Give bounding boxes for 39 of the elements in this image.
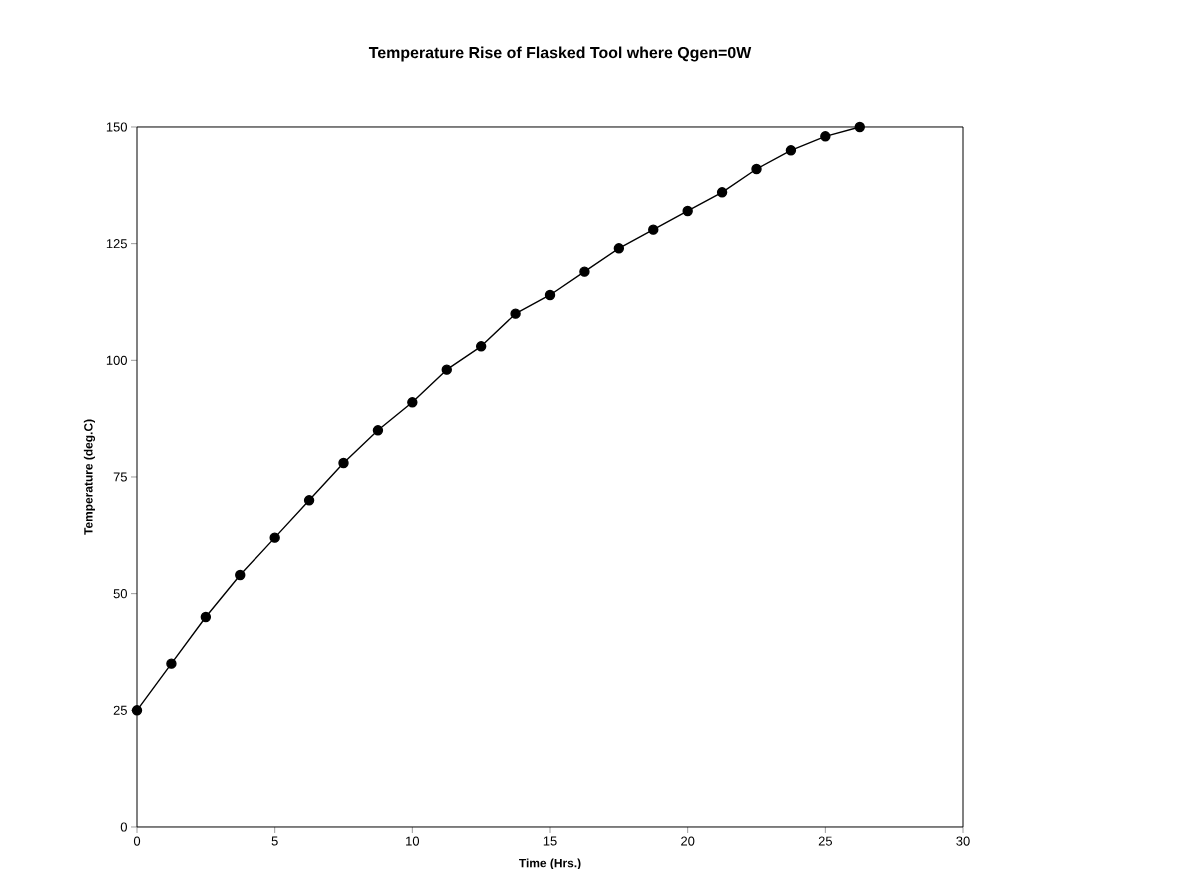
- point: [716, 187, 728, 198]
- x-tick-label: 10: [406, 836, 420, 846]
- point: [785, 145, 797, 156]
- point: [131, 705, 143, 716]
- y-tick-label: 25: [113, 705, 127, 715]
- x-tick-label: 0: [133, 836, 141, 846]
- point: [648, 224, 659, 235]
- point: [613, 243, 625, 254]
- y-axis-title: Temperature (deg.C): [83, 419, 96, 535]
- point: [338, 457, 349, 469]
- point: [407, 397, 418, 408]
- point: [820, 131, 831, 142]
- point: [200, 611, 212, 623]
- point: [510, 308, 521, 319]
- y-tick-label: 100: [106, 355, 127, 365]
- x-axis-title: Time (Hrs.): [519, 858, 581, 869]
- x-tick-label: 5: [271, 836, 278, 846]
- point: [303, 495, 315, 506]
- point: [751, 163, 762, 175]
- chart-title: Temperature Rise of Flasked Tool where Qgen=0W: [368, 46, 752, 62]
- point: [372, 425, 384, 436]
- point: [544, 289, 556, 301]
- point: [166, 658, 177, 669]
- point: [441, 364, 452, 375]
- y-tick-label: 125: [106, 239, 127, 249]
- x-tick-label: 25: [818, 836, 832, 846]
- y-tick-label: 150: [106, 122, 127, 132]
- point: [682, 205, 693, 217]
- point: [475, 341, 487, 352]
- point: [854, 121, 865, 133]
- y-tick-label: 50: [113, 589, 127, 599]
- y-tick-label: 75: [113, 472, 127, 482]
- x-tick-label: 30: [956, 836, 970, 846]
- point: [269, 532, 280, 543]
- point: [579, 266, 590, 277]
- x-tick-label: 15: [543, 836, 557, 846]
- x-tick-label: 20: [681, 836, 695, 846]
- point: [235, 569, 246, 581]
- y-tick-label: 0: [120, 822, 127, 832]
